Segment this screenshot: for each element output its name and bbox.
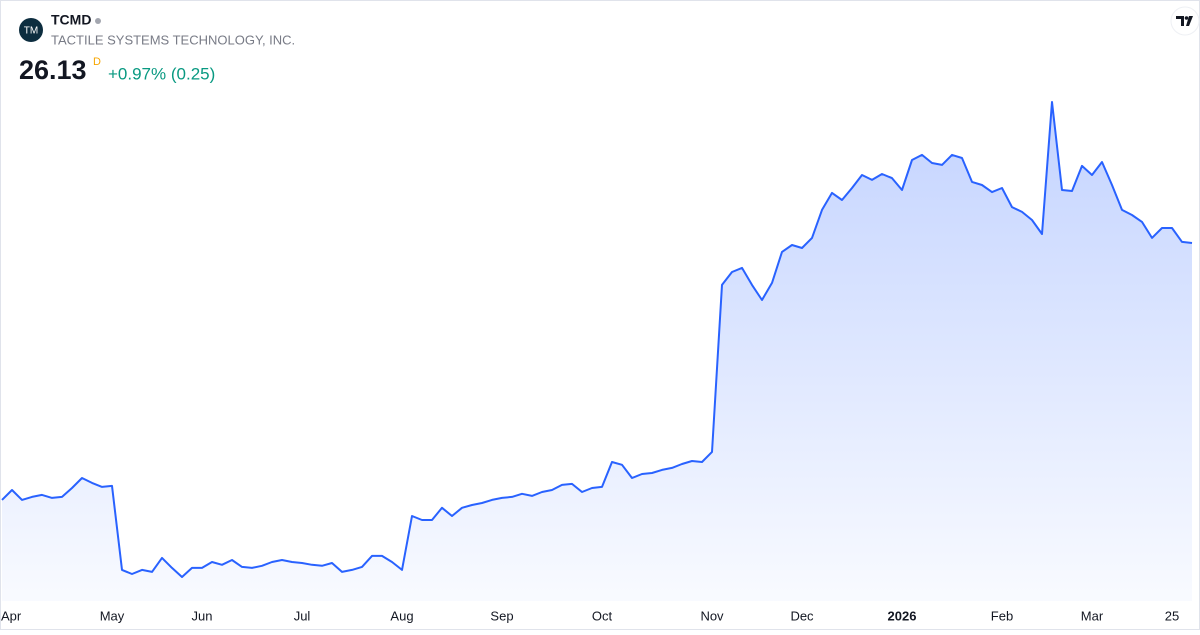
price-line — [1, 101, 1193, 578]
interval: D — [93, 56, 101, 68]
ticker: TCMD — [51, 12, 91, 28]
change: +0.97% (0.25) — [108, 64, 215, 83]
x-tick-label: May — [100, 608, 125, 623]
area-fill — [2, 102, 1192, 601]
x-tick-label: Jul — [294, 608, 311, 623]
price: 26.13 — [19, 55, 87, 85]
tv-logo — [1170, 6, 1200, 36]
x-tick-label: 2026 — [888, 608, 917, 623]
status-dot — [95, 18, 101, 24]
x-tick-label: Feb — [991, 608, 1013, 623]
x-tick-label: Dec — [790, 608, 814, 623]
logo-text: TM — [24, 26, 38, 37]
x-tick-label: Nov — [700, 608, 724, 623]
x-tick-label: Mar — [1081, 608, 1104, 623]
x-tick-label: 25 — [1165, 608, 1179, 623]
x-tick-label: Jun — [192, 608, 213, 623]
company: TACTILE SYSTEMS TECHNOLOGY, INC. — [51, 32, 295, 47]
logo — [19, 18, 43, 42]
x-tick-label: Oct — [592, 608, 613, 623]
x-tick-label: Sep — [490, 608, 513, 623]
x-tick-label: Apr — [1, 608, 22, 623]
x-tick-label: Aug — [390, 608, 413, 623]
